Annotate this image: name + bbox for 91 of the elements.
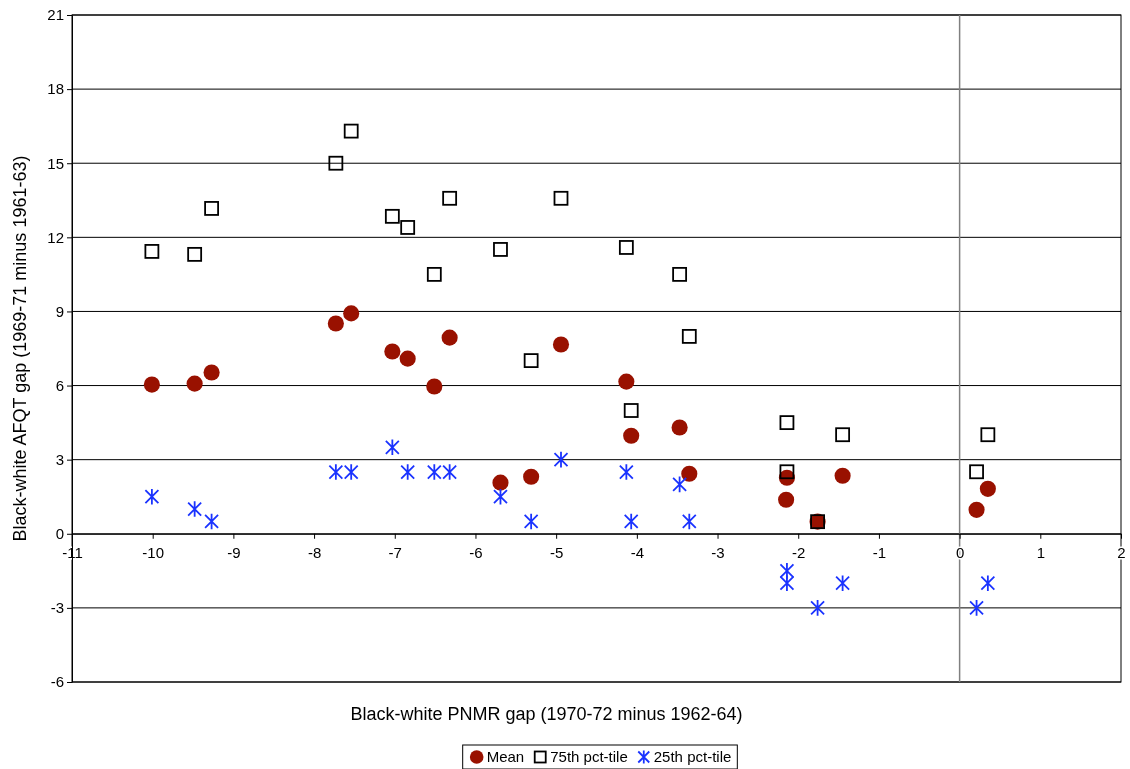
x-tick-label: -6 <box>469 544 483 562</box>
point <box>442 190 458 206</box>
x-tick-label: -1 <box>872 544 887 562</box>
legend-label: 25th pct-tile <box>653 748 732 765</box>
point <box>779 464 795 480</box>
point <box>523 512 539 531</box>
y-tick-label: 12 <box>47 228 64 246</box>
x-tick-label: -3 <box>711 544 725 562</box>
point <box>980 427 996 443</box>
point <box>384 438 400 457</box>
point <box>672 475 688 494</box>
point <box>187 500 203 518</box>
point <box>979 480 996 497</box>
point <box>328 463 344 481</box>
point <box>442 463 458 481</box>
point <box>779 574 795 592</box>
point <box>343 123 359 139</box>
y-tick-label: -6 <box>50 673 64 691</box>
point <box>441 329 458 346</box>
y-tick-label: 15 <box>47 154 64 172</box>
point <box>681 329 697 344</box>
x-tick-label: 1 <box>1036 544 1045 562</box>
point <box>552 336 570 353</box>
point <box>204 512 219 531</box>
point <box>618 463 634 481</box>
y-tick-label: 9 <box>55 302 64 320</box>
point <box>523 353 539 368</box>
point <box>553 190 569 206</box>
point <box>492 474 509 491</box>
x-tick-label: -9 <box>227 544 241 562</box>
point <box>493 488 508 506</box>
y-tick-label: 0 <box>55 525 64 543</box>
y-tick-label: 3 <box>55 450 64 468</box>
point <box>203 364 220 381</box>
point <box>426 378 443 395</box>
point <box>523 468 540 485</box>
point <box>671 419 688 436</box>
point <box>343 305 360 322</box>
point <box>204 201 219 216</box>
point <box>672 266 688 282</box>
point <box>384 343 401 360</box>
point <box>623 427 640 444</box>
point <box>400 220 416 235</box>
point <box>618 240 634 255</box>
x-axis-title: Black-white PNMR gap (1970-72 minus 1962-64) <box>350 704 743 724</box>
point <box>681 465 698 482</box>
point <box>400 463 416 481</box>
x-tick-label: -10 <box>142 544 165 562</box>
point <box>187 246 203 262</box>
point <box>384 208 400 224</box>
point <box>618 373 635 390</box>
y-tick-label: 6 <box>55 376 64 394</box>
point <box>778 491 795 508</box>
point <box>144 244 160 259</box>
y-tick-label: 18 <box>47 80 64 98</box>
point <box>426 463 442 481</box>
point <box>143 376 160 393</box>
y-tick-label: -3 <box>50 599 64 617</box>
point <box>327 315 344 332</box>
point <box>623 512 639 531</box>
x-tick-label: 2 <box>1117 544 1126 562</box>
point <box>810 599 825 617</box>
point <box>186 375 203 392</box>
x-tick-label: -8 <box>307 544 322 562</box>
point <box>834 467 851 484</box>
x-tick-label: -4 <box>630 544 645 562</box>
y-tick-label: 21 <box>47 6 64 24</box>
point <box>969 599 984 617</box>
point <box>969 464 984 480</box>
legend-label: 75th pct-tile <box>550 748 628 765</box>
point <box>553 450 569 469</box>
legend-label: Mean <box>486 748 525 765</box>
y-axis-title: Black-white AFQT gap (1969-71 minus 1961-63) <box>10 155 30 542</box>
point <box>426 266 442 282</box>
point <box>623 403 639 418</box>
x-tick-label: -5 <box>549 544 564 562</box>
x-tick-label: -2 <box>792 544 806 562</box>
point <box>835 574 851 592</box>
point <box>681 512 697 531</box>
point <box>399 350 416 367</box>
point <box>980 574 996 592</box>
point <box>343 463 359 481</box>
point <box>968 501 985 518</box>
point <box>835 427 851 443</box>
x-tick-label: -7 <box>388 544 402 562</box>
point <box>328 155 344 171</box>
point <box>779 415 795 431</box>
point <box>779 562 795 580</box>
point <box>144 488 160 506</box>
point <box>493 242 508 257</box>
x-tick-label: 0 <box>955 544 965 562</box>
